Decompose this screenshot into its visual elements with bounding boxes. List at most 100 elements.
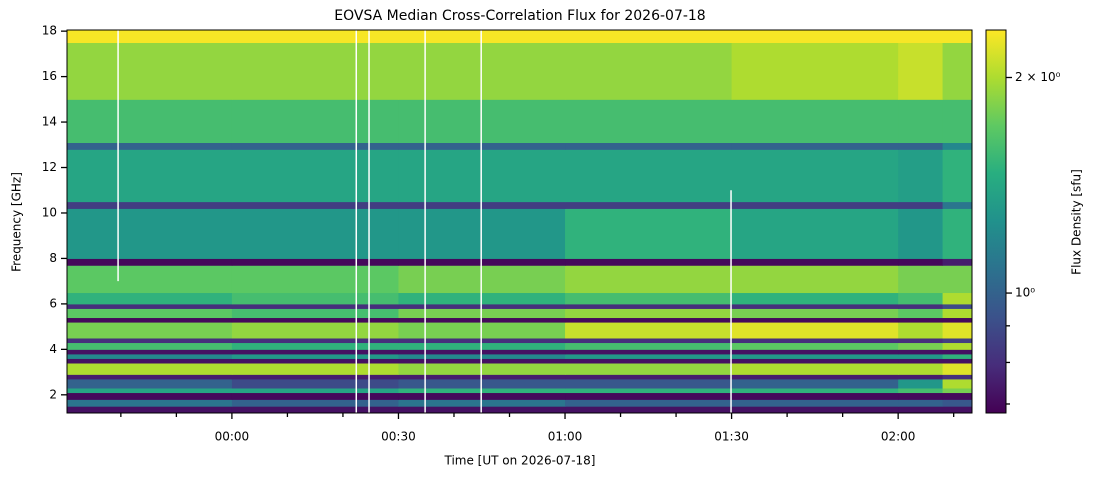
heatmap-cell [942, 353, 972, 359]
heatmap-cell [942, 149, 972, 203]
colorbar-tick-label: 2 × 10⁰ [1015, 70, 1061, 84]
heatmap-cell [898, 258, 944, 266]
plot-frame [66, 29, 973, 414]
y-tick-label: 8 [49, 251, 57, 265]
heatmap-cell [231, 30, 399, 44]
heatmap-cell [565, 292, 733, 305]
heatmap-cell [731, 292, 899, 305]
heatmap-cell [67, 208, 233, 259]
heatmap-cell [231, 406, 399, 413]
heatmap-cell [731, 308, 899, 319]
heatmap-cell [942, 406, 972, 413]
heatmap-cell [398, 317, 566, 323]
heatmap-cell [942, 392, 972, 400]
heatmap-cell [898, 374, 944, 380]
y-tick-label: 18 [42, 24, 57, 38]
heatmap-cell [67, 362, 233, 375]
heatmap-cell [398, 337, 566, 344]
heatmap-cell [398, 353, 566, 359]
chart-title: EOVSA Median Cross-Correlation Flux for … [334, 8, 705, 24]
heatmap-cell [398, 374, 566, 380]
heatmap-cell [398, 342, 566, 350]
heatmap-cell [398, 292, 566, 305]
heatmap-cell [898, 406, 944, 413]
heatmap-cell [731, 201, 899, 209]
heatmap-cell [231, 399, 399, 407]
heatmap-cell [898, 342, 944, 350]
heatmap-cell [231, 392, 399, 400]
heatmap-cell [67, 201, 233, 209]
heatmap-cell [942, 387, 972, 394]
heatmap-cell [898, 349, 944, 355]
heatmap-cell [942, 308, 972, 319]
heatmap-cell [898, 201, 944, 209]
heatmap-cell [398, 406, 566, 413]
heatmap-cell [67, 99, 233, 144]
heatmap-cell [565, 349, 733, 355]
heatmap-cell [942, 322, 972, 339]
heatmap-cell [67, 374, 233, 380]
heatmap-cell [565, 387, 733, 394]
heatmap-cell [398, 308, 566, 319]
heatmap-cell [942, 201, 972, 209]
y-tick-label: 12 [42, 160, 57, 174]
heatmap-cell [398, 208, 566, 259]
heatmap-cell [898, 208, 944, 259]
heatmap-cell [398, 142, 566, 150]
heatmap-cell [67, 378, 233, 389]
heatmap-cell [731, 265, 899, 294]
heatmap-cell [898, 308, 944, 319]
heatmap-cell [565, 406, 733, 413]
y-tick-label: 2 [49, 387, 57, 401]
heatmap-cell [898, 142, 944, 150]
heatmap-cell [398, 349, 566, 355]
heatmap-cell [67, 399, 233, 407]
heatmap-cell [898, 358, 944, 364]
x-tick-label: 02:00 [881, 430, 916, 444]
heatmap-cell [898, 99, 944, 144]
heatmap-cell [67, 142, 233, 150]
heatmap-cell [231, 208, 399, 259]
heatmap-cell [731, 362, 899, 375]
heatmap-cell [67, 42, 233, 100]
x-tick-label: 00:00 [215, 430, 250, 444]
colorbar-label: Flux Density [sfu] [1070, 169, 1084, 275]
heatmap-cell [565, 265, 733, 294]
heatmap-cell [565, 353, 733, 359]
heatmap-cell [67, 387, 233, 394]
heatmap-cell [67, 258, 233, 266]
heatmap-cell [942, 349, 972, 355]
heatmap-cell [398, 30, 566, 44]
heatmap-cell [731, 406, 899, 413]
heatmap-cell [231, 265, 399, 294]
heatmap-cell [398, 201, 566, 209]
heatmap-cell [231, 387, 399, 394]
heatmap-cell [398, 258, 566, 266]
heatmap-cell [565, 201, 733, 209]
heatmap-cell [565, 337, 733, 344]
heatmap-cell [67, 322, 233, 339]
heatmap-cell [231, 358, 399, 364]
heatmap-cell [898, 337, 944, 344]
heatmap-cell [565, 42, 733, 100]
heatmap-cell [565, 378, 733, 389]
y-tick-label: 4 [49, 342, 57, 356]
heatmap-cell [942, 265, 972, 294]
heatmap-cell [231, 258, 399, 266]
heatmap-cell [67, 358, 233, 364]
heatmap-cell [231, 337, 399, 344]
heatmap-cell [565, 303, 733, 309]
heatmap-cell [731, 337, 899, 344]
heatmap-cell [67, 353, 233, 359]
heatmap-cell [231, 317, 399, 323]
heatmap-cell [231, 201, 399, 209]
heatmap-cell [731, 353, 899, 359]
heatmap-cell [565, 258, 733, 266]
heatmap-cell [67, 406, 233, 413]
heatmap-cell [231, 42, 399, 100]
x-tick-label: 01:00 [548, 430, 583, 444]
heatmap-cell [731, 142, 899, 150]
heatmap-cell [731, 399, 899, 407]
heatmap-cell [231, 308, 399, 319]
